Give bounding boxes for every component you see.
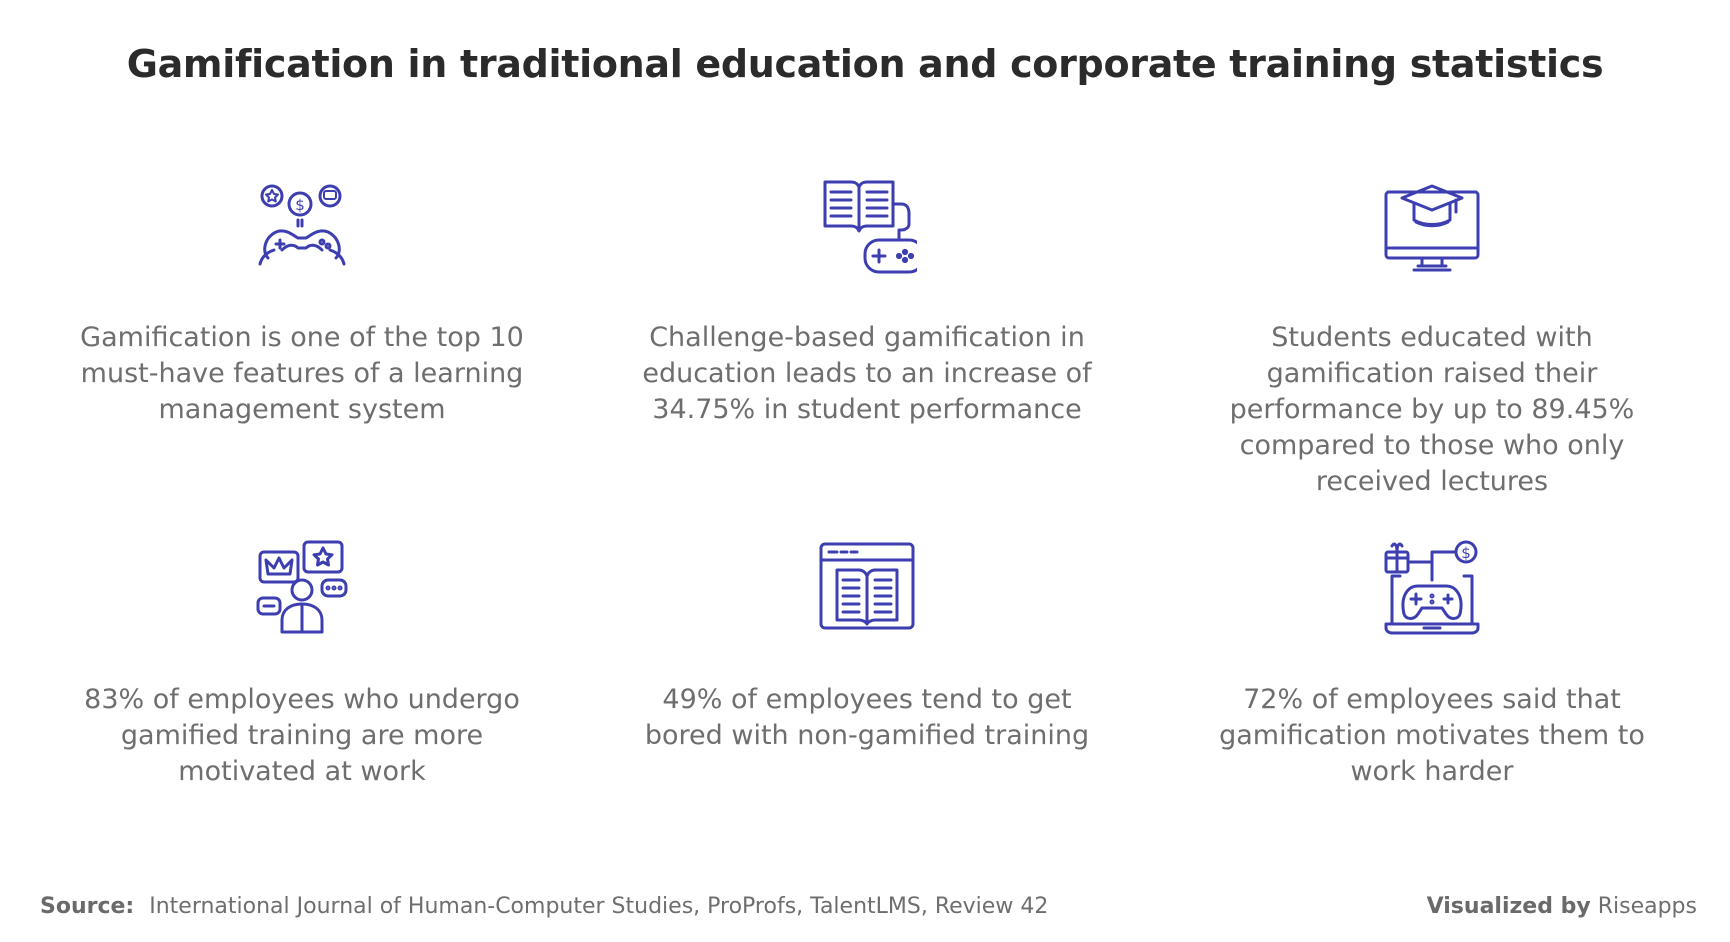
- stat-text: Gamification is one of the top 10 must-h…: [80, 322, 524, 425]
- stat-text: 83% of employees who undergo gamified tr…: [84, 684, 520, 787]
- employee-rewards-icon: [252, 540, 352, 640]
- gamepad-coins-icon: $: [252, 178, 352, 278]
- svg-text:$: $: [295, 196, 305, 214]
- source-label: Source:: [40, 894, 135, 919]
- laptop-gamepad-icon: $: [1382, 540, 1482, 640]
- stat-card-1: $ Gamification is one of the top 10 must…: [52, 178, 552, 428]
- source-text: International Journal of Human-Computer …: [149, 894, 1049, 919]
- visualized-footer: Visualized by Riseapps: [1427, 894, 1697, 919]
- stat-text: Students educated with gamification rais…: [1229, 322, 1635, 497]
- stat-text: 72% of employees said that gamification …: [1219, 684, 1645, 787]
- visualized-brand: Riseapps: [1597, 894, 1697, 919]
- stat-text: Challenge-based gamification in educatio…: [642, 322, 1092, 425]
- browser-book-icon: [817, 540, 917, 640]
- stat-card-2: Challenge-based gamification in educatio…: [617, 178, 1117, 428]
- page-title: Gamification in traditional education an…: [126, 42, 1604, 86]
- stat-card-4: 83% of employees who undergo gamified tr…: [52, 540, 552, 790]
- source-footer: Source: International Journal of Human-C…: [40, 894, 1048, 919]
- stat-card-3: Students educated with gamification rais…: [1182, 178, 1682, 500]
- svg-text:$: $: [1461, 544, 1471, 562]
- book-gamepad-icon: [817, 178, 925, 278]
- stat-text: 49% of employees tend to get bored with …: [644, 684, 1090, 751]
- visualized-label: Visualized by: [1426, 894, 1591, 919]
- stat-card-5: 49% of employees tend to get bored with …: [617, 540, 1117, 754]
- stat-card-6: $ 72% of employees said that gamificatio…: [1182, 540, 1682, 790]
- graduation-monitor-icon: [1382, 178, 1482, 278]
